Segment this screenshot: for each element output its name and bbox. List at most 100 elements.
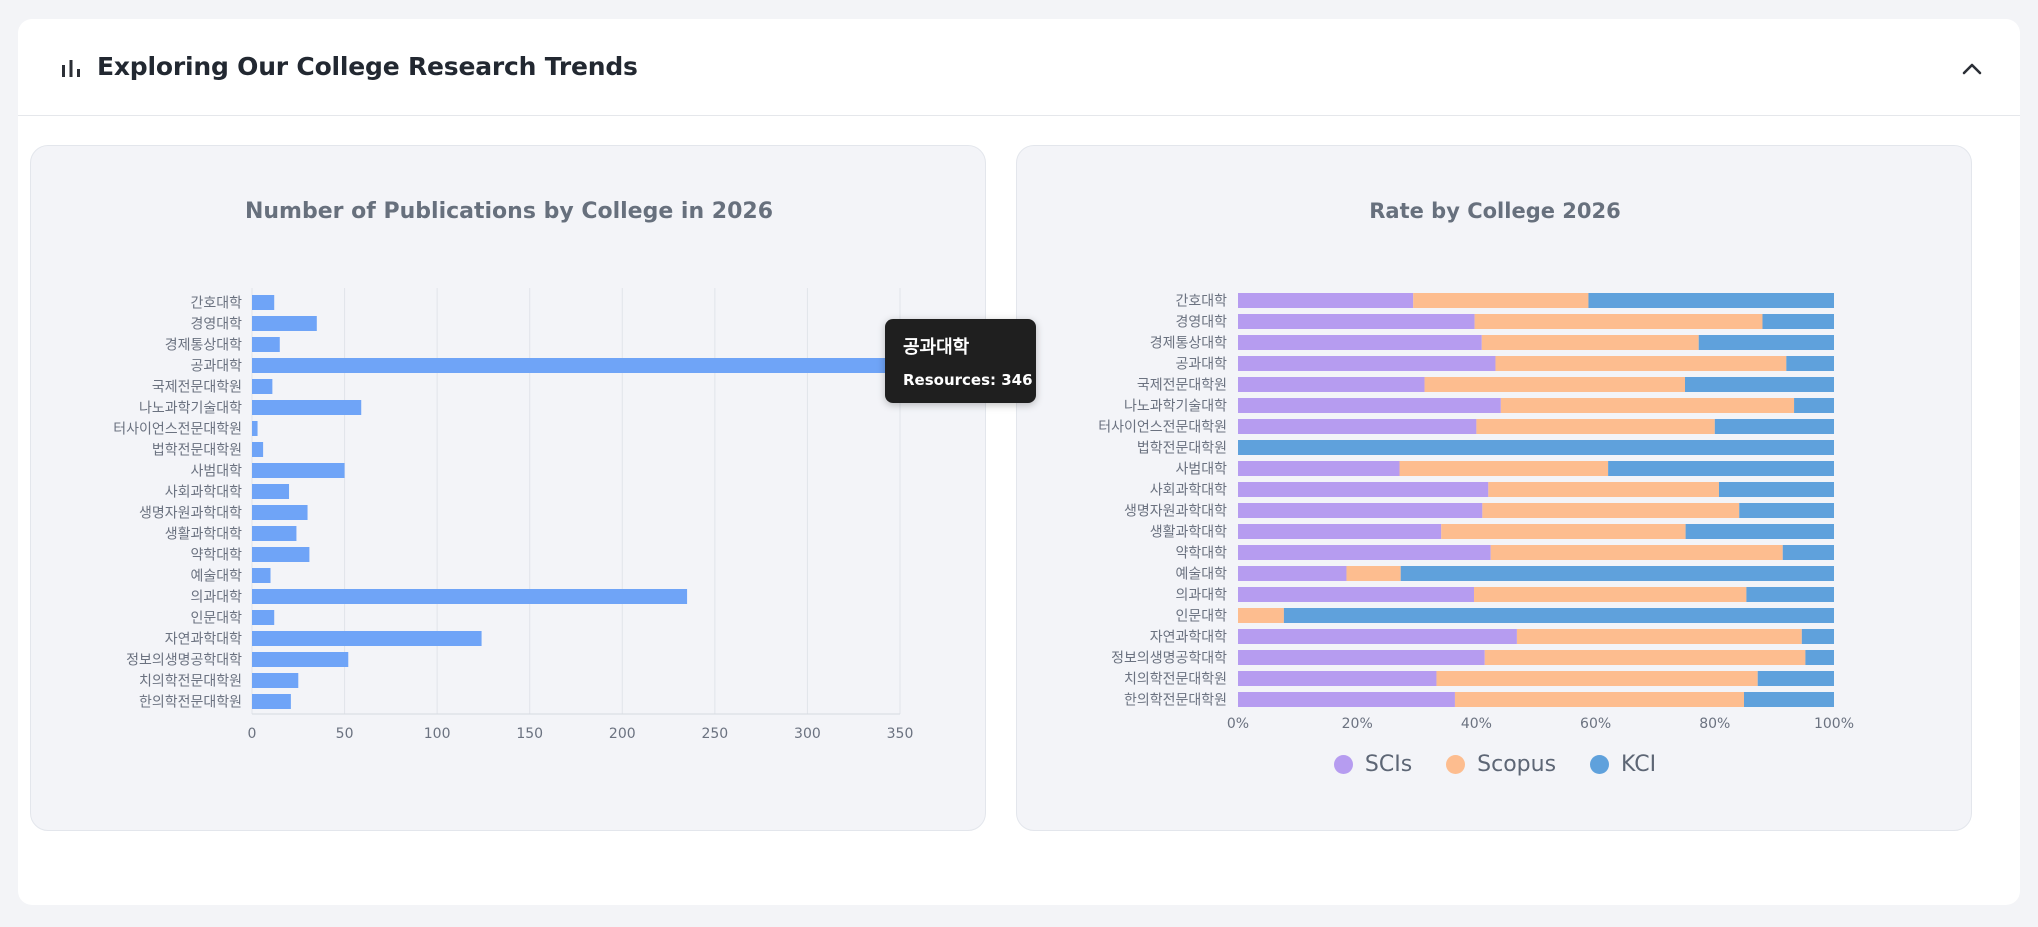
bar-segment-kci <box>1608 461 1834 476</box>
tooltip-body: Resources: 346 <box>903 371 1033 389</box>
y-tick-label: 공과대학 <box>1175 357 1227 373</box>
y-tick-label: 경제통상대학 <box>1150 336 1227 352</box>
bar-segment-scis <box>1238 398 1501 413</box>
bar <box>252 358 893 373</box>
bar <box>252 547 310 562</box>
bar-segment-kci <box>1588 293 1834 308</box>
y-tick-label: 간호대학 <box>190 296 242 312</box>
legend-label-scis: SCIs <box>1364 751 1413 777</box>
legend-item-scis[interactable]: SCIs <box>1333 751 1413 777</box>
bar-segment-scis <box>1238 377 1425 392</box>
bar-segment-scopus <box>1346 566 1401 581</box>
y-tick-label: 인문대학 <box>190 611 242 627</box>
chevron-up-icon[interactable] <box>1958 55 1986 83</box>
y-tick-label: 자연과학대학 <box>1150 630 1227 646</box>
y-tick-label: 약학대학 <box>1175 546 1227 562</box>
y-tick-label: 치의학전문대학원 <box>139 674 242 690</box>
bar-segment-kci <box>1757 671 1834 686</box>
bar-segment-scopus <box>1488 482 1719 497</box>
bar-segment-scis <box>1238 671 1437 686</box>
bar-segment-scis <box>1238 335 1482 350</box>
bar-segment-kci <box>1685 377 1834 392</box>
bar <box>252 610 275 625</box>
bar-segment-kci <box>1685 524 1834 539</box>
bar-segment-scopus <box>1481 335 1699 350</box>
bar-segment-kci <box>1794 398 1834 413</box>
bar <box>252 652 349 667</box>
y-tick-label: 경제통상대학 <box>165 338 242 354</box>
bar-segment-kci <box>1238 440 1834 455</box>
bar-segment-scopus <box>1516 629 1802 644</box>
bar-segment-kci <box>1714 419 1834 434</box>
chart-legend: SCIs Scopus KCI <box>1017 749 1973 779</box>
y-tick-label: 나노과학기술대학 <box>139 401 242 417</box>
bar <box>252 421 258 436</box>
bar-segment-scopus <box>1454 692 1745 707</box>
y-tick-label: 공과대학 <box>190 359 242 375</box>
y-tick-label: 의과대학 <box>1175 588 1227 604</box>
bar-segment-scis <box>1238 629 1517 644</box>
y-tick-label: 약학대학 <box>190 548 242 564</box>
bar-segment-kci <box>1801 629 1834 644</box>
chart-tooltip: 공과대학 Resources: 346 <box>885 319 1036 403</box>
y-tick-label: 한의학전문대학원 <box>1124 693 1227 709</box>
chart-title: Number of Publications by College in 202… <box>245 199 773 224</box>
rate-chart-panel: Rate by College 2026 0% 20% 40% 60% 80% 100% 간호… <box>1016 145 1972 831</box>
y-tick-label: 사범대학 <box>190 464 242 480</box>
chart-title: Rate by College 2026 <box>1369 199 1620 223</box>
legend-label-kci: KCI <box>1621 751 1657 777</box>
bar <box>252 568 271 583</box>
bar <box>252 400 362 415</box>
y-tick-label: 의과대학 <box>190 590 242 606</box>
card-header: Exploring Our College Research Trends <box>18 19 2020 116</box>
bar-segment-scis <box>1238 314 1475 329</box>
bar-segment-kci <box>1746 587 1834 602</box>
y-tick-label: 생명자원과학대학 <box>1124 504 1227 520</box>
bar <box>252 673 299 688</box>
legend-item-kci[interactable]: KCI <box>1590 752 1656 777</box>
bar-segment-scopus <box>1495 356 1787 371</box>
y-tick-label: 치의학전문대학원 <box>1124 672 1227 688</box>
bar <box>252 505 308 520</box>
bar-segment-scis <box>1238 503 1483 518</box>
bar-segment-scis <box>1238 419 1477 434</box>
bar-segment-scopus <box>1474 587 1747 602</box>
x-tick-label: 50 <box>336 726 354 742</box>
publications-chart: Number of Publications by College in 202… <box>113 199 913 742</box>
y-tick-label: 터사이언스전문대학원 <box>1098 420 1227 436</box>
bar-segment-kci <box>1698 335 1834 350</box>
y-tick-label: 간호대학 <box>1175 294 1227 310</box>
bar-segment-scis <box>1238 461 1400 476</box>
bar-segment-scopus <box>1424 377 1685 392</box>
bar-segment-scis <box>1238 356 1496 371</box>
bar-segment-kci <box>1739 503 1834 518</box>
y-tick-label: 예술대학 <box>1175 567 1227 583</box>
bar <box>252 295 275 310</box>
x-tick-label: 100 <box>424 726 451 742</box>
y-tick-label: 사회과학대학 <box>1150 483 1227 499</box>
y-tick-label: 한의학전문대학원 <box>139 695 242 711</box>
bar-segment-kci <box>1718 482 1834 497</box>
bar-segment-scis <box>1238 566 1347 581</box>
y-tick-label: 인문대학 <box>1175 609 1227 625</box>
bar-segment-scopus <box>1399 461 1609 476</box>
bar <box>252 463 345 478</box>
bar <box>252 484 290 499</box>
tooltip-title: 공과대학 <box>903 337 970 358</box>
legend-item-scopus[interactable]: Scopus <box>1446 752 1556 777</box>
x-tick-label: 300 <box>794 726 821 742</box>
page-title: Exploring Our College Research Trends <box>97 52 638 81</box>
legend-label-scopus: Scopus <box>1477 751 1557 777</box>
bar <box>252 526 297 541</box>
x-tick-label: 100% <box>1814 716 1854 732</box>
bar-segment-kci <box>1400 566 1834 581</box>
bar <box>252 442 264 457</box>
x-tick-label: 150 <box>516 726 543 742</box>
legend-swatch-scis <box>1333 754 1353 774</box>
y-tick-label: 경영대학 <box>1175 315 1227 331</box>
bar <box>252 631 482 646</box>
y-tick-label: 법학전문대학원 <box>1137 441 1227 457</box>
y-tick-label: 법학전문대학원 <box>152 443 242 459</box>
bar-chart-icon <box>62 60 80 77</box>
y-tick-label: 국제전문대학원 <box>1137 378 1227 394</box>
